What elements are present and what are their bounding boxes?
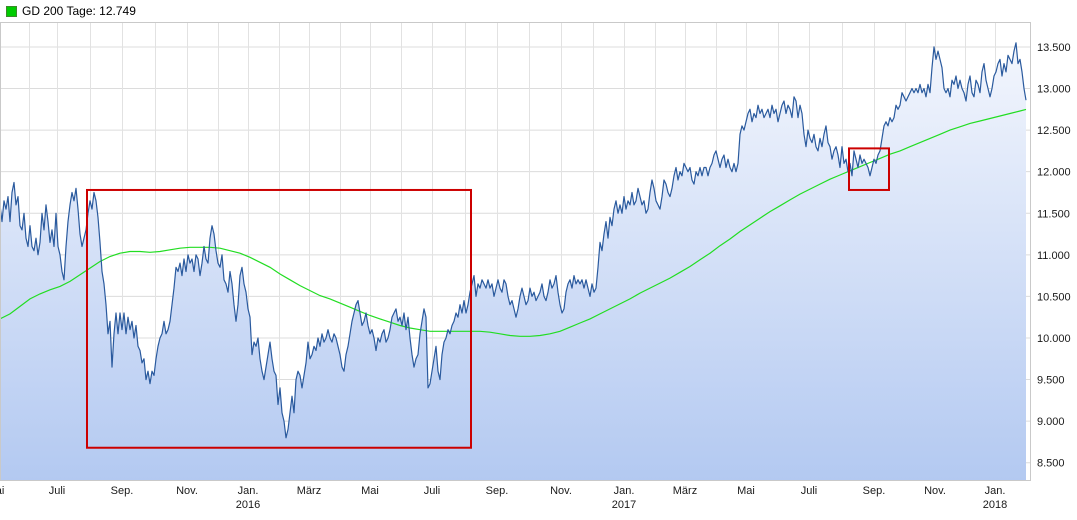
y-tick-label: 12.500: [1037, 125, 1071, 137]
y-tick-label: 11.500: [1037, 208, 1070, 220]
year-label: 2017: [612, 499, 636, 511]
x-tick-label: ai: [0, 485, 4, 497]
x-tick-label: Nov.: [550, 485, 572, 497]
small-selection-box: [848, 147, 890, 191]
price-line: [0, 42, 1027, 439]
legend-swatch: [6, 5, 17, 17]
x-tick-label: Juli: [801, 485, 818, 497]
y-tick-label: 9.500: [1037, 375, 1065, 387]
price-layer: [0, 42, 1027, 439]
x-tick-label: Sep.: [486, 485, 509, 497]
x-tick-label: März: [297, 485, 321, 497]
y-tick-label: 12.000: [1037, 167, 1071, 179]
y-tick-label: 11.000: [1037, 250, 1070, 262]
y-tick-label: 13.000: [1037, 84, 1071, 96]
x-tick-label: Juli: [49, 485, 66, 497]
x-tick-label: März: [673, 485, 697, 497]
x-tick-label: Mai: [361, 485, 379, 497]
x-tick-label: Jan.: [985, 485, 1006, 497]
price-area-fill: [0, 42, 1026, 482]
x-tick-label: Nov.: [924, 485, 946, 497]
price-area: [0, 42, 1026, 482]
large-selection-box: [86, 188, 472, 449]
plot-frame: [0, 22, 1031, 481]
x-tick-label: Sep.: [111, 485, 134, 497]
x-tick-label: Sep.: [863, 485, 886, 497]
x-tick-label: Jan.: [614, 485, 635, 497]
legend-label: GD 200 Tage: 12.749: [22, 4, 136, 18]
y-tick-label: 9.000: [1037, 416, 1065, 428]
x-tick-label: Jan.: [238, 485, 259, 497]
year-label: 2018: [983, 499, 1007, 511]
y-tick-label: 8.500: [1037, 458, 1065, 470]
axes: 8.500 9.000 9.500 10.000 10.500 11.000 11.500 1…: [0, 22, 1071, 511]
highlight-layer: [86, 147, 890, 449]
y-tick-label: 10.000: [1037, 333, 1071, 345]
y-tick-label: 10.500: [1037, 291, 1071, 303]
y-tick-label: 13.500: [1037, 42, 1071, 54]
x-tick-label: Juli: [424, 485, 441, 497]
x-tick-label: Nov.: [176, 485, 198, 497]
x-tick-label: Mai: [737, 485, 755, 497]
legend: GD 200 Tage: 12.749: [6, 4, 136, 18]
year-label: 2016: [236, 499, 260, 511]
